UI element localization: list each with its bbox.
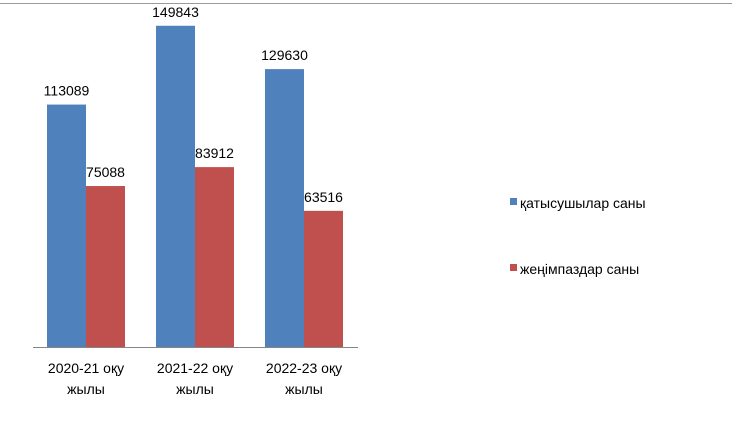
legend-label-1: қатысушылар саны: [520, 195, 646, 211]
category-label-1: 2020-21 оқу жылы: [48, 360, 124, 397]
data-label-series-2-cat-2: 83912: [195, 145, 234, 161]
category-label-3-line-2: жылы: [285, 381, 323, 397]
data-label-series-2-cat-1: 75088: [86, 164, 125, 180]
category-label-2: 2021-22 оқу жылы: [157, 360, 233, 397]
category-label-2-line-2: жылы: [176, 381, 214, 397]
data-label-series-1-cat-2: 149843: [152, 4, 199, 20]
bar-series-1-cat-3: [265, 69, 304, 348]
bar-series-1-cat-2: [156, 25, 195, 347]
legend-swatch-2: [510, 264, 517, 271]
data-label-series-1-cat-3: 129630: [261, 47, 308, 63]
bar-series-2-cat-3: [304, 210, 343, 347]
legend-swatch-1: [510, 198, 517, 205]
legend-label-2: жеңімпаздар саны: [520, 261, 639, 277]
category-label-1-line-2: жылы: [67, 381, 105, 397]
category-label-1-line-1: 2020-21 оқу: [48, 360, 124, 376]
category-label-3: 2022-23 оқу жылы: [266, 360, 342, 397]
data-label-series-2-cat-3: 63516: [304, 189, 343, 205]
category-label-3-line-1: 2022-23 оқу: [266, 360, 342, 376]
data-label-series-1-cat-1: 113089: [44, 83, 90, 99]
bar-series-2-cat-2: [195, 167, 234, 347]
bar-series-1-cat-1: [47, 104, 86, 347]
top-border: [0, 3, 732, 4]
category-label-2-line-1: 2021-22 оқу: [157, 360, 233, 376]
bar-series-2-cat-1: [86, 186, 125, 347]
